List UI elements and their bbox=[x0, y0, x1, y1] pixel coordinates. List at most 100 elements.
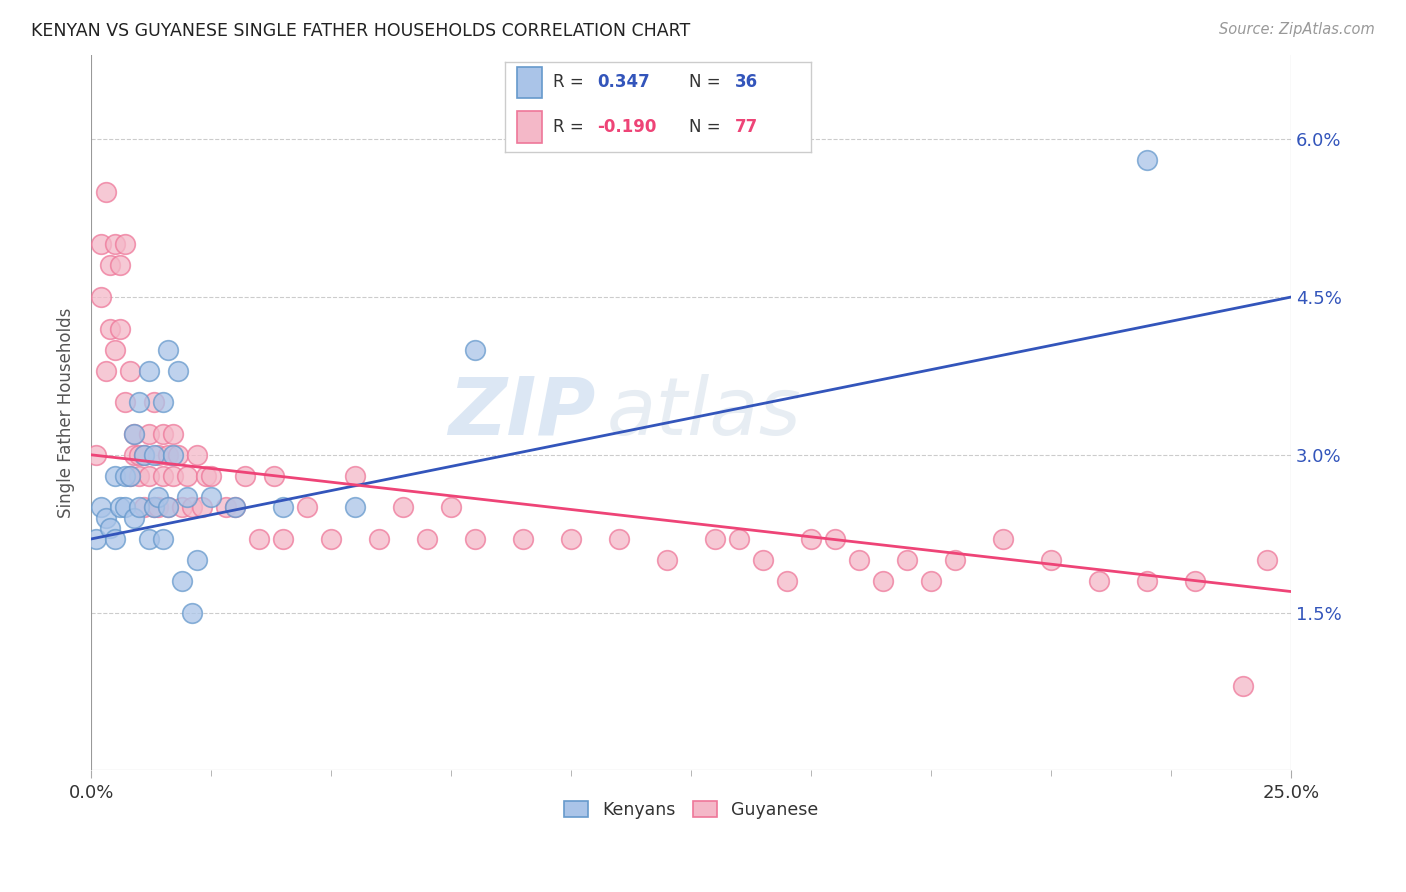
Point bbox=[344, 468, 367, 483]
Point bbox=[186, 448, 208, 462]
Point bbox=[607, 532, 630, 546]
Point bbox=[943, 553, 966, 567]
Point bbox=[344, 500, 367, 515]
Point bbox=[98, 259, 121, 273]
Point bbox=[138, 532, 160, 546]
Point bbox=[1136, 574, 1159, 588]
Point bbox=[271, 500, 294, 515]
Point bbox=[1088, 574, 1111, 588]
Point bbox=[142, 395, 165, 409]
Point bbox=[114, 500, 136, 515]
Legend: Kenyans, Guyanese: Kenyans, Guyanese bbox=[557, 794, 825, 826]
Point bbox=[464, 532, 486, 546]
Point bbox=[368, 532, 391, 546]
Point bbox=[190, 500, 212, 515]
Point bbox=[848, 553, 870, 567]
Point bbox=[166, 364, 188, 378]
Point bbox=[728, 532, 751, 546]
Point bbox=[776, 574, 799, 588]
Point bbox=[114, 468, 136, 483]
Point bbox=[655, 553, 678, 567]
Point bbox=[704, 532, 727, 546]
Point bbox=[152, 532, 174, 546]
Point bbox=[896, 553, 918, 567]
Y-axis label: Single Father Households: Single Father Households bbox=[58, 308, 75, 518]
Point bbox=[132, 448, 155, 462]
Point bbox=[800, 532, 823, 546]
Point bbox=[148, 490, 170, 504]
Point bbox=[142, 448, 165, 462]
Point bbox=[132, 448, 155, 462]
Point bbox=[104, 343, 127, 357]
Point bbox=[1184, 574, 1206, 588]
Point bbox=[271, 532, 294, 546]
Text: atlas: atlas bbox=[607, 374, 801, 451]
Point bbox=[124, 426, 146, 441]
Point bbox=[142, 500, 165, 515]
Point bbox=[295, 500, 318, 515]
Point bbox=[392, 500, 415, 515]
Point bbox=[94, 511, 117, 525]
Point bbox=[920, 574, 942, 588]
Point bbox=[464, 343, 486, 357]
Point bbox=[118, 468, 141, 483]
Point bbox=[824, 532, 846, 546]
Point bbox=[124, 511, 146, 525]
Point bbox=[263, 468, 285, 483]
Text: Source: ZipAtlas.com: Source: ZipAtlas.com bbox=[1219, 22, 1375, 37]
Point bbox=[156, 500, 179, 515]
Point bbox=[247, 532, 270, 546]
Point bbox=[108, 321, 131, 335]
Point bbox=[181, 500, 204, 515]
Point bbox=[138, 364, 160, 378]
Point bbox=[200, 490, 222, 504]
Point bbox=[98, 321, 121, 335]
Point bbox=[162, 468, 184, 483]
Point bbox=[84, 532, 107, 546]
Point bbox=[138, 426, 160, 441]
Point bbox=[118, 364, 141, 378]
Point bbox=[224, 500, 246, 515]
Point bbox=[152, 426, 174, 441]
Point bbox=[195, 468, 218, 483]
Text: KENYAN VS GUYANESE SINGLE FATHER HOUSEHOLDS CORRELATION CHART: KENYAN VS GUYANESE SINGLE FATHER HOUSEHO… bbox=[31, 22, 690, 40]
Point bbox=[114, 395, 136, 409]
Point bbox=[104, 532, 127, 546]
Point bbox=[752, 553, 775, 567]
Point bbox=[233, 468, 256, 483]
Point bbox=[156, 448, 179, 462]
Point bbox=[321, 532, 343, 546]
Point bbox=[124, 426, 146, 441]
Point bbox=[172, 500, 194, 515]
Point bbox=[98, 521, 121, 535]
Point bbox=[90, 500, 112, 515]
Point bbox=[90, 237, 112, 252]
Point bbox=[512, 532, 534, 546]
Point bbox=[176, 490, 198, 504]
Point bbox=[124, 448, 146, 462]
Point bbox=[440, 500, 463, 515]
Point bbox=[1040, 553, 1063, 567]
Point bbox=[416, 532, 439, 546]
Point bbox=[104, 468, 127, 483]
Point bbox=[128, 468, 150, 483]
Point bbox=[128, 500, 150, 515]
Text: ZIP: ZIP bbox=[447, 374, 595, 451]
Point bbox=[172, 574, 194, 588]
Point bbox=[166, 448, 188, 462]
Point bbox=[214, 500, 236, 515]
Point bbox=[118, 468, 141, 483]
Point bbox=[560, 532, 582, 546]
Point bbox=[1256, 553, 1278, 567]
Point bbox=[1136, 153, 1159, 168]
Point bbox=[181, 606, 204, 620]
Point bbox=[200, 468, 222, 483]
Point bbox=[128, 395, 150, 409]
Point bbox=[132, 500, 155, 515]
Point bbox=[162, 448, 184, 462]
Point bbox=[1232, 679, 1254, 693]
Point bbox=[94, 185, 117, 199]
Point bbox=[128, 448, 150, 462]
Point bbox=[114, 237, 136, 252]
Point bbox=[108, 259, 131, 273]
